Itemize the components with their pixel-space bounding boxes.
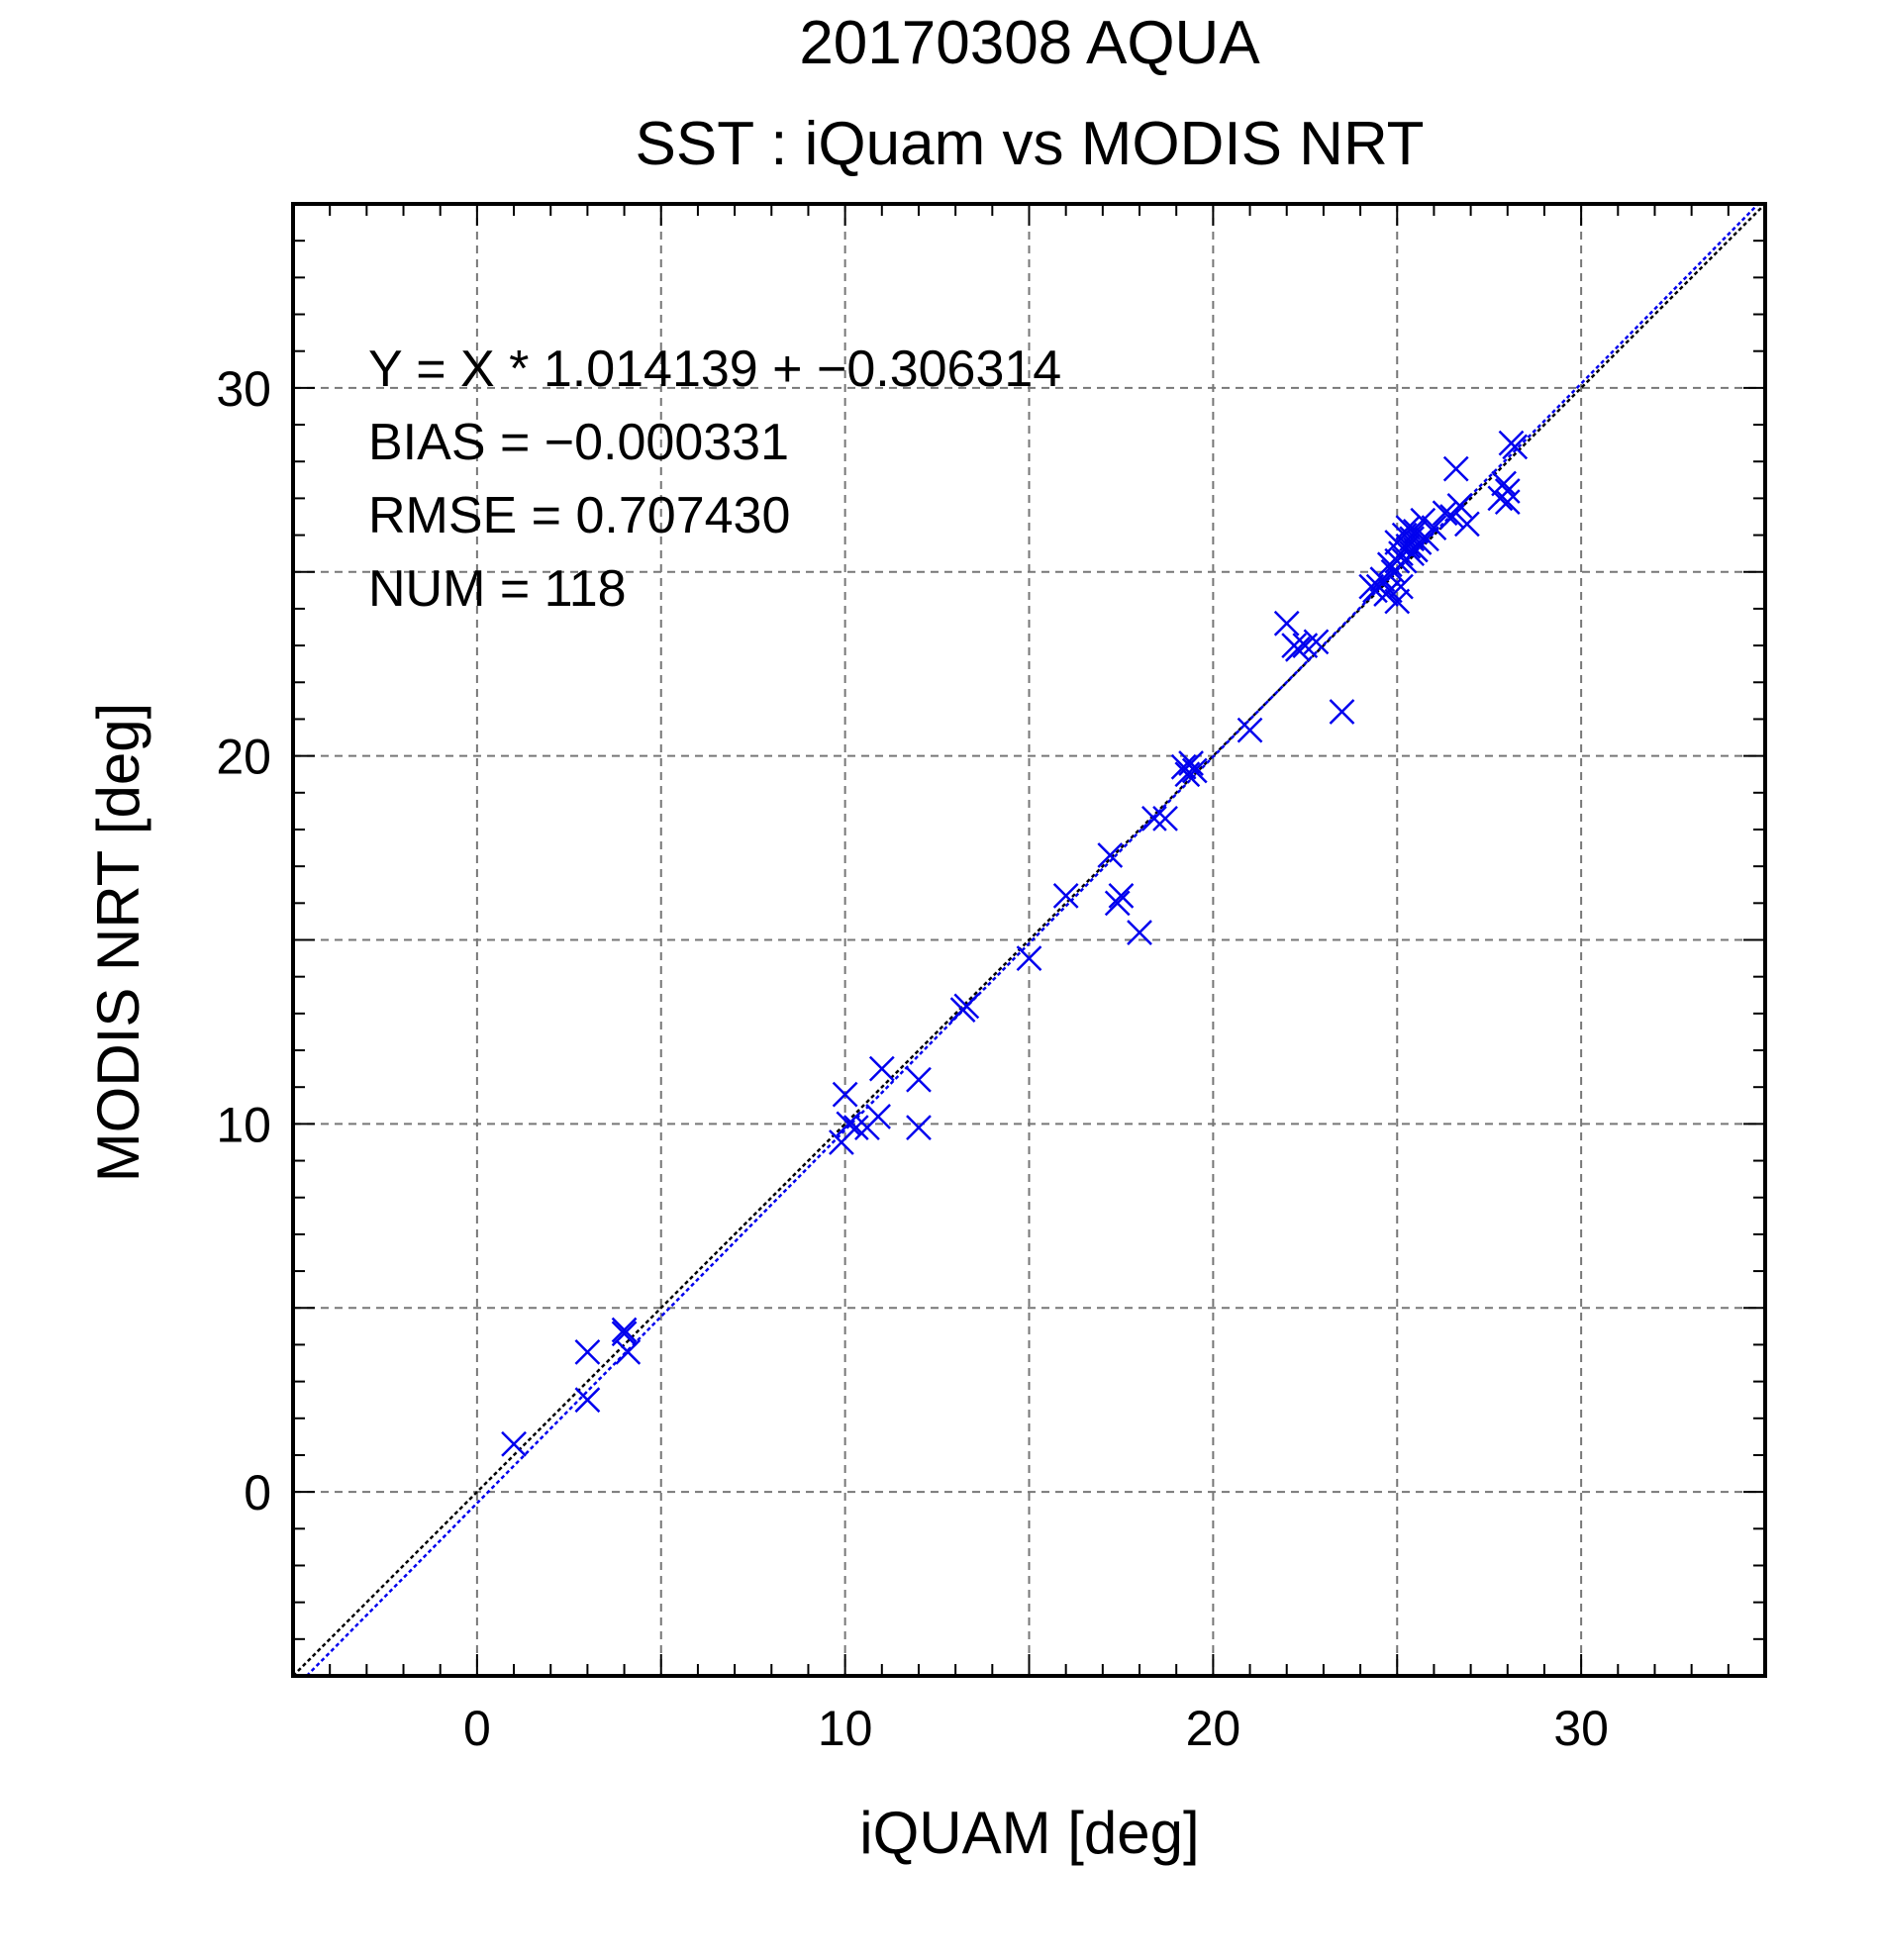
data-point-x-marker — [832, 1081, 858, 1108]
data-point-x-marker — [953, 993, 980, 1020]
stats-rmse: RMSE = 0.707430 — [368, 487, 790, 544]
data-point-x-marker — [1329, 699, 1355, 725]
data-point-x-marker — [1141, 805, 1167, 832]
data-point-x-marker — [906, 1066, 932, 1093]
data-point-x-marker — [1016, 945, 1042, 971]
data-point-x-marker — [1284, 636, 1311, 662]
chart-subtitle: SST : iQuam vs MODIS NRT — [636, 110, 1425, 178]
stats-num: NUM = 118 — [368, 560, 627, 618]
data-point-x-marker — [842, 1115, 869, 1140]
chart-title: 20170308 AQUA — [799, 9, 1260, 77]
x-tick-label: 30 — [1553, 1701, 1609, 1756]
data-point-x-marker — [1414, 526, 1439, 552]
data-point-x-marker — [1439, 504, 1465, 530]
data-point-x-marker — [1108, 883, 1135, 909]
data-point-x-marker — [1494, 478, 1521, 504]
data-point-x-marker — [574, 1338, 601, 1365]
data-point-x-marker — [1097, 842, 1124, 868]
x-axis-label: iQUAM [deg] — [859, 1800, 1199, 1866]
y-tick-label: 10 — [216, 1097, 271, 1152]
fit-lines — [292, 203, 1766, 1677]
data-point-x-marker — [1494, 489, 1521, 516]
data-point-x-marker — [1237, 717, 1263, 743]
y-axis-label: MODIS NRT [deg] — [85, 703, 151, 1183]
data-point-x-marker — [1453, 511, 1480, 538]
x-tick-label: 0 — [463, 1701, 491, 1756]
data-point-x-marker — [574, 1387, 601, 1414]
data-point-x-marker — [1052, 883, 1079, 909]
data-point-x-marker — [1303, 629, 1330, 655]
data-point-x-marker — [1491, 470, 1517, 497]
data-point-x-marker — [1181, 757, 1208, 784]
data-point-x-marker — [1421, 515, 1447, 541]
data-point-x-marker — [1127, 920, 1152, 945]
identity-line — [292, 203, 1766, 1677]
tick-labels: 0 10 20 30 0 10 20 30 — [216, 361, 1609, 1756]
data-point-x-marker — [1152, 805, 1178, 832]
data-point-x-marker — [1432, 500, 1458, 527]
data-point-x-marker — [1369, 566, 1396, 593]
data-point-x-marker — [1446, 492, 1473, 519]
data-point-x-marker — [1104, 890, 1131, 917]
stats-box: Y = X * 1.014139 + −0.306314 BIAS = −0.0… — [368, 341, 1061, 618]
plot-frame — [291, 202, 1767, 1678]
data-point-x-marker — [615, 1338, 642, 1365]
data-point-x-marker — [1384, 588, 1411, 615]
x-tick-label: 20 — [1186, 1701, 1241, 1756]
data-point-x-marker — [868, 1055, 895, 1082]
y-tick-label: 20 — [216, 730, 271, 785]
data-point-x-marker — [501, 1430, 527, 1457]
stats-bias: BIAS = −0.000331 — [368, 414, 789, 471]
data-point-x-marker — [1178, 750, 1204, 776]
data-point-x-marker — [1388, 573, 1414, 600]
regression-line — [305, 203, 1759, 1677]
data-point-x-marker — [1273, 610, 1300, 637]
data-point-x-marker — [906, 1115, 932, 1140]
data-points — [501, 430, 1529, 1457]
data-point-x-marker — [1502, 434, 1529, 460]
data-point-x-marker — [1442, 455, 1469, 482]
y-tick-label: 30 — [216, 361, 271, 417]
data-point-x-marker — [611, 1317, 638, 1343]
stats-regression-equation: Y = X * 1.014139 + −0.306314 — [368, 341, 1061, 398]
x-tick-label: 10 — [818, 1701, 873, 1756]
data-point-x-marker — [611, 1321, 638, 1347]
data-point-x-marker — [865, 1104, 891, 1129]
data-point-x-marker — [1384, 547, 1411, 574]
y-tick-label: 0 — [244, 1465, 271, 1520]
